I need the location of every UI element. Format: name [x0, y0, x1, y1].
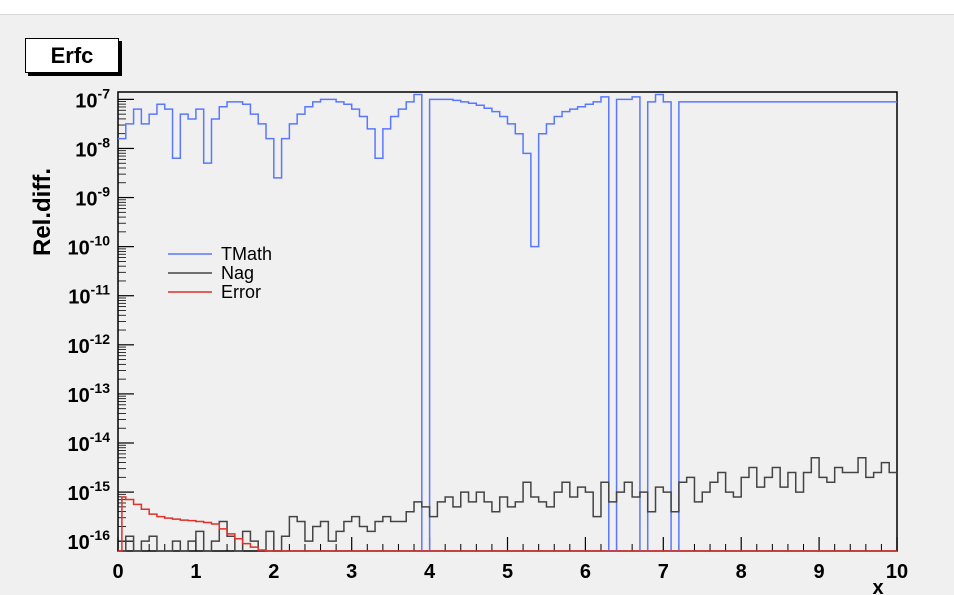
x-tick-label: 6: [580, 561, 591, 583]
y-tick-label: 10-13: [68, 380, 111, 407]
series-group: [118, 93, 897, 552]
y-tick-label: 10-7: [75, 85, 110, 112]
x-tick-label: 2: [268, 561, 279, 583]
y-tick-label: 10-16: [68, 527, 111, 554]
x-axis-label: x: [872, 577, 883, 595]
legend-label-tmath: TMath: [221, 244, 272, 264]
y-axis-label: Rel.diff.: [29, 168, 56, 256]
y-tick-label: 10-8: [75, 134, 110, 161]
x-tick-label: 1: [190, 561, 201, 583]
legend-label-nag: Nag: [221, 263, 254, 283]
series-nag-line: [118, 456, 897, 552]
top-band: [0, 0, 954, 15]
x-tick-label: 0: [112, 561, 123, 583]
x-tick-labels: 0 1 2 3 4 5 6 7 8 9 10: [112, 561, 908, 583]
legend-label-error: Error: [221, 282, 261, 302]
x-tick-label: 3: [346, 561, 357, 583]
x-tick-label: 5: [502, 561, 513, 583]
y-tick-label: 10-12: [68, 331, 111, 358]
y-tick-label: 10-10: [68, 233, 111, 260]
x-tick-label: 8: [736, 561, 747, 583]
x-tick-label: 7: [658, 561, 669, 583]
x-tick-label: 4: [424, 561, 436, 583]
y-tick-labels: 10-16 10-15 10-14 10-13 10-12 10-11 10-10 10-9 1…: [68, 85, 111, 554]
y-tick-label: 10-9: [75, 184, 110, 211]
chart-title: Erfc: [25, 38, 119, 73]
series-tmath-line: [118, 93, 897, 552]
x-tick-label: 9: [814, 561, 825, 583]
y-tick-label: 10-15: [68, 478, 111, 505]
series-error-line: [118, 496, 897, 552]
y-tick-label: 10-11: [68, 282, 110, 309]
x-tick-label: 10: [886, 561, 908, 583]
y-tick-label: 10-14: [68, 429, 111, 456]
